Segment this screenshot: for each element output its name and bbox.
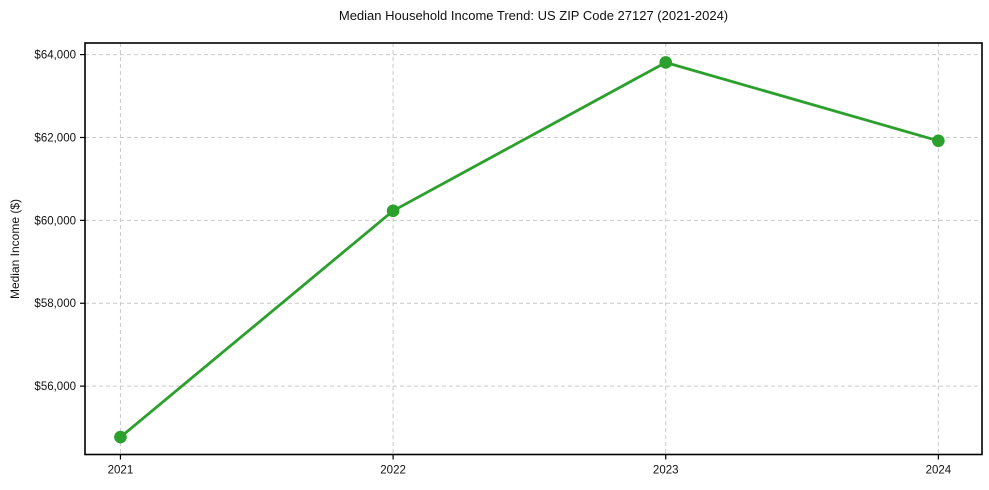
x-tick-label: 2023 — [653, 465, 679, 477]
data-point-2022 — [386, 204, 400, 218]
data-point-2021 — [114, 430, 127, 444]
y-axis-label: Median Income ($) — [8, 198, 22, 300]
y-tick-label: $56,000 — [34, 381, 76, 393]
x-tick-label: 2022 — [380, 465, 406, 477]
data-point-2023 — [659, 56, 673, 69]
x-tick-label: 2024 — [926, 465, 952, 477]
chart-title: Median Household Income Trend: US ZIP Co… — [338, 8, 729, 23]
y-tick-label: $58,000 — [34, 298, 76, 310]
y-tick-label: $62,000 — [34, 132, 76, 144]
y-tick-label: $60,000 — [34, 215, 76, 227]
y-tick-label: $64,000 — [34, 50, 76, 62]
plot-border — [84, 42, 983, 456]
series-line — [119, 61, 940, 439]
x-tick-label: 2021 — [108, 465, 134, 477]
data-point-2024 — [932, 134, 945, 148]
